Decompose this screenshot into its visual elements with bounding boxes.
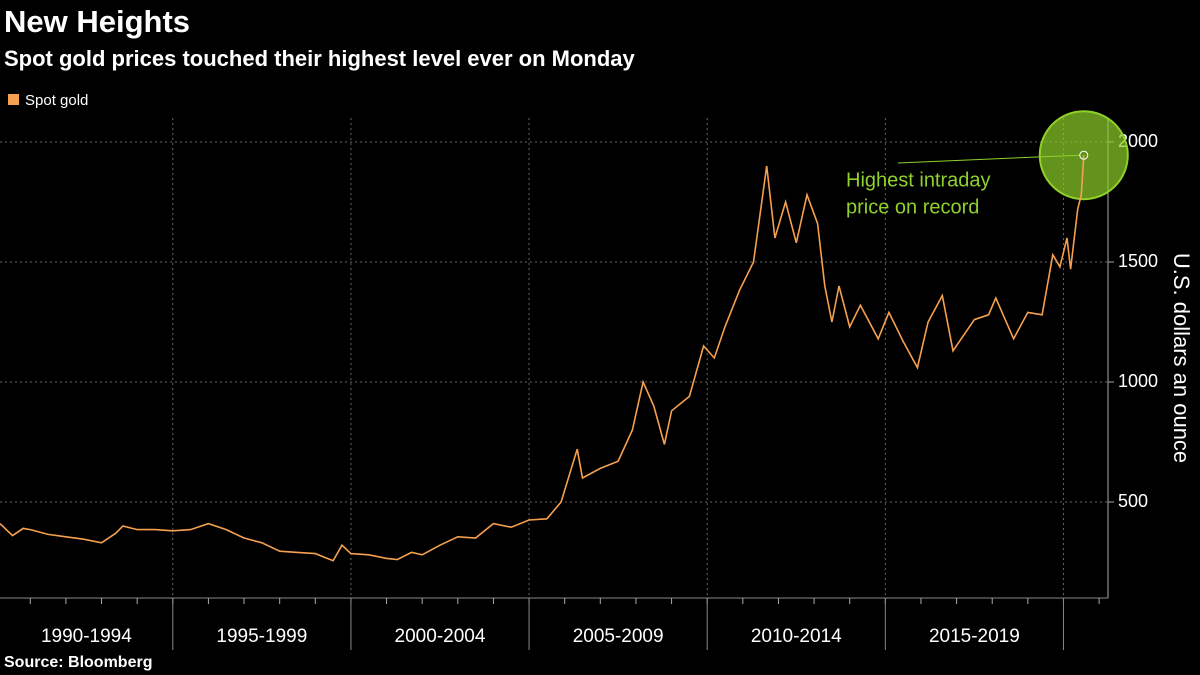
y-tick-label: 1000 — [1118, 371, 1158, 391]
legend-label: Spot gold — [25, 92, 88, 109]
annotation-leader — [897, 154, 1080, 164]
x-period-label: 1990-1994 — [41, 626, 132, 647]
chart-subtitle: Spot gold prices touched their highest l… — [4, 46, 636, 71]
y-tick-label: 2000 — [1118, 131, 1158, 151]
y-tick-label: 1500 — [1118, 251, 1158, 271]
y-axis-label: U.S. dollars an ounce — [1169, 253, 1194, 463]
chart-title: New Heights — [4, 4, 190, 39]
x-period-label: 2015-2019 — [929, 626, 1020, 647]
annotation-text: Highest intraday — [846, 169, 991, 191]
price-line — [0, 155, 1085, 562]
annotation-point — [1079, 150, 1089, 160]
x-period-label: 2005-2009 — [573, 626, 664, 647]
x-period-label: 2000-2004 — [395, 626, 486, 647]
x-period-label: 2010-2014 — [751, 626, 842, 647]
x-period-label: 1995-1999 — [216, 626, 307, 647]
annotation-text: price on record — [846, 196, 979, 218]
source: Source: Bloomberg — [4, 654, 152, 671]
legend-swatch — [8, 94, 19, 105]
y-tick-label: 500 — [1118, 491, 1148, 511]
